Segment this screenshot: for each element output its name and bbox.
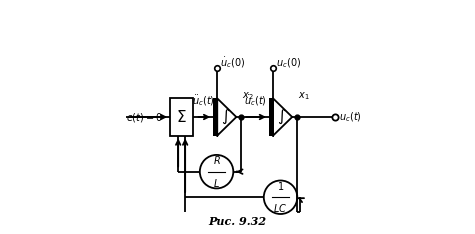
Text: $\dot{u}_c(0)$: $\dot{u}_c(0)$ xyxy=(220,56,246,70)
Text: $\ddot{u}_c(t)$: $\ddot{u}_c(t)$ xyxy=(192,93,215,108)
Text: $\int$: $\int$ xyxy=(277,108,286,126)
Circle shape xyxy=(200,155,233,188)
Text: $\int$: $\int$ xyxy=(221,108,230,126)
Circle shape xyxy=(264,180,297,214)
Text: $LC$: $LC$ xyxy=(274,202,288,214)
Bar xyxy=(213,98,217,136)
Text: $u_c(0)$: $u_c(0)$ xyxy=(276,57,301,70)
Text: $\Sigma$: $\Sigma$ xyxy=(176,109,187,125)
Text: $R$: $R$ xyxy=(213,154,220,166)
Text: $\dot{u}_c(t)$: $\dot{u}_c(t)$ xyxy=(244,93,266,108)
Text: $x_1$: $x_1$ xyxy=(298,90,310,102)
Bar xyxy=(170,98,193,136)
Text: $x_2$: $x_2$ xyxy=(242,90,254,102)
Text: $1$: $1$ xyxy=(277,180,284,192)
Text: $u_c(t)$: $u_c(t)$ xyxy=(339,110,361,124)
Text: $L$: $L$ xyxy=(213,177,220,190)
Bar xyxy=(269,98,273,136)
Text: Рис. 9.32: Рис. 9.32 xyxy=(209,216,266,227)
Text: $e(t)=0$: $e(t)=0$ xyxy=(126,110,163,124)
